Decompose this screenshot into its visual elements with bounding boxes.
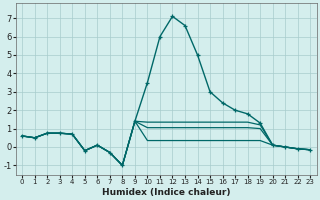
X-axis label: Humidex (Indice chaleur): Humidex (Indice chaleur) bbox=[102, 188, 230, 197]
